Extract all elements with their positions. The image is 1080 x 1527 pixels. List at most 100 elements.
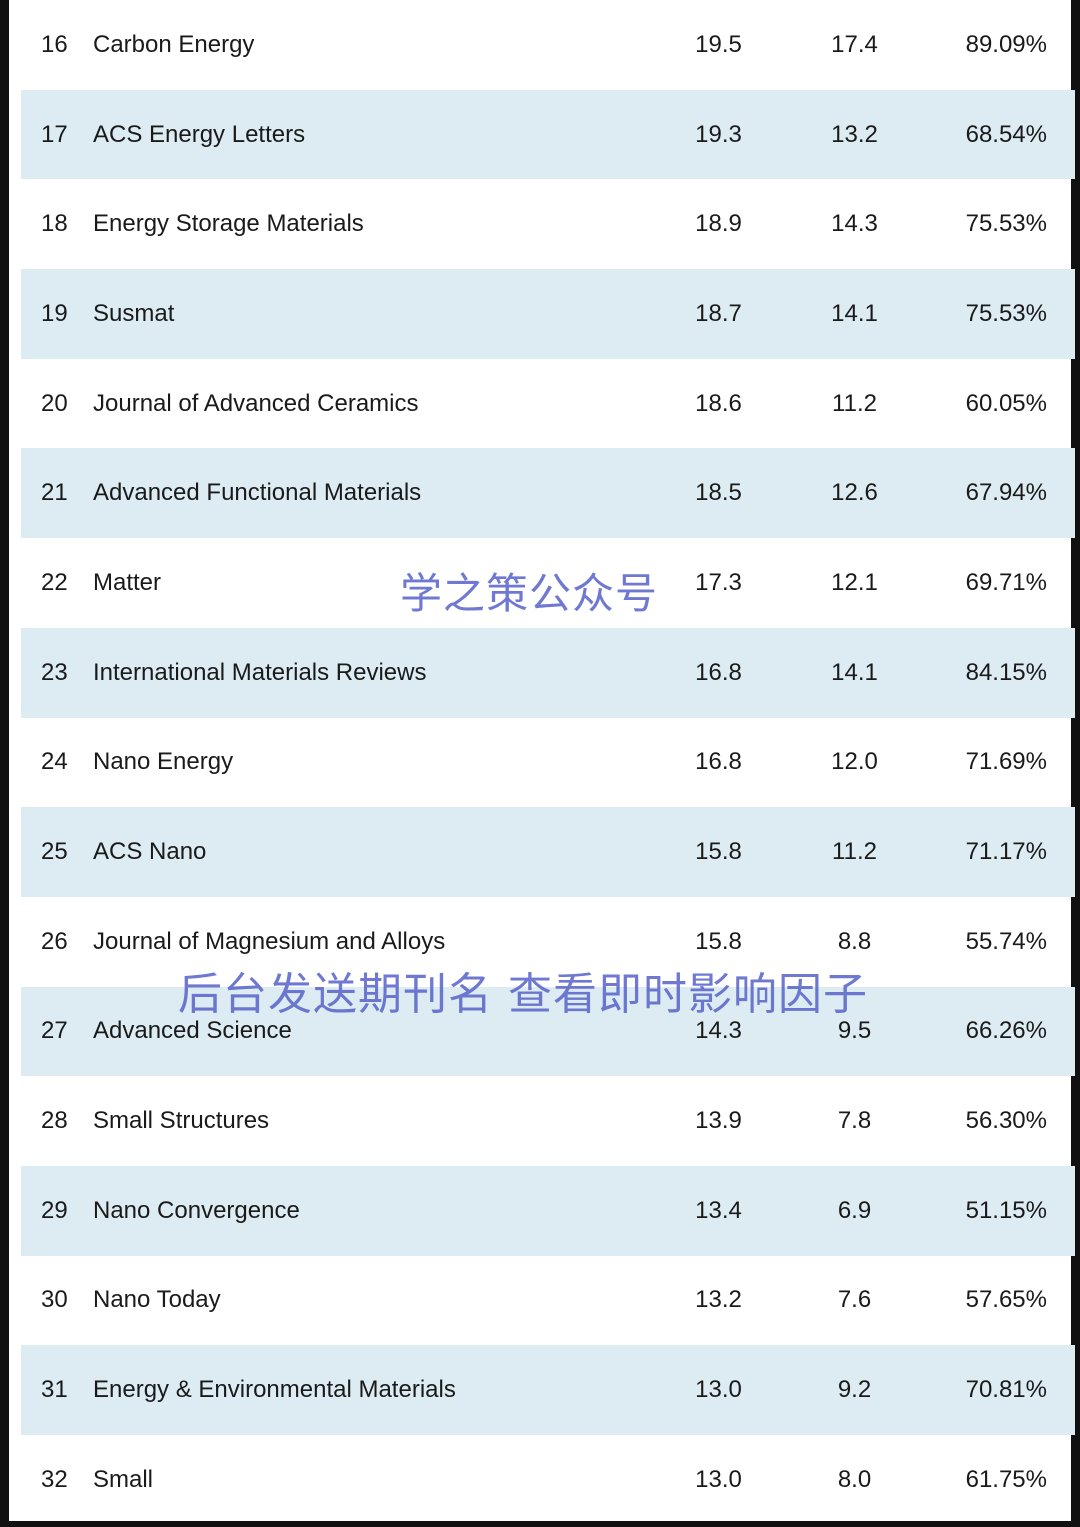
- table-row: 19 Susmat 18.7 14.1 75.53%: [21, 269, 1075, 359]
- journal-name-cell: ACS Nano: [93, 838, 207, 866]
- table-row: 17 ACS Energy Letters 19.3 13.2 68.54%: [21, 89, 1075, 180]
- percentage-cell: 60.05%: [965, 389, 1047, 417]
- rank-cell: 29: [41, 1196, 68, 1224]
- table-row: 30 Nano Today 13.2 7.6 57.65%: [21, 1256, 1075, 1346]
- rank-cell: 21: [41, 479, 68, 507]
- table-row: 29 Nano Convergence 13.4 6.9 51.15%: [21, 1165, 1075, 1256]
- value-cell-2: 13.2: [831, 120, 878, 148]
- value-cell-1: 13.4: [695, 1196, 742, 1224]
- percentage-cell: 55.74%: [965, 927, 1047, 955]
- percentage-cell: 61.75%: [965, 1465, 1047, 1493]
- rank-cell: 30: [41, 1286, 68, 1314]
- table-row: 26 Journal of Magnesium and Alloys 15.8 8.8…: [21, 897, 1075, 987]
- value-cell-2: 9.5: [837, 1017, 872, 1045]
- journal-name-cell: International Materials Reviews: [93, 658, 427, 686]
- value-cell-1: 14.3: [695, 1017, 742, 1045]
- table-row: 22 Matter 17.3 12.1 69.71%: [21, 538, 1075, 628]
- journal-name-cell: Energy & Environmental Materials: [93, 1376, 456, 1404]
- value-cell-2: 7.6: [837, 1286, 872, 1314]
- table-row: 18 Energy Storage Materials 18.9 14.3 75.53%: [21, 179, 1075, 269]
- rank-cell: 23: [41, 658, 68, 686]
- value-cell-2: 14.3: [831, 210, 878, 238]
- value-cell-1: 18.5: [695, 479, 742, 507]
- journal-name-cell: Carbon Energy: [93, 30, 255, 58]
- table-row: 20 Journal of Advanced Ceramics 18.6 11.2 60…: [21, 359, 1075, 449]
- journal-name-cell: Energy Storage Materials: [93, 210, 364, 238]
- value-cell-1: 15.8: [695, 927, 742, 955]
- value-cell-1: 13.9: [695, 1107, 742, 1135]
- journal-name-cell: Journal of Advanced Ceramics: [93, 389, 419, 417]
- percentage-cell: 89.09%: [965, 30, 1047, 58]
- journal-name-cell: Nano Convergence: [93, 1196, 300, 1224]
- percentage-cell: 56.30%: [965, 1107, 1047, 1135]
- rank-cell: 26: [41, 927, 68, 955]
- watermark-account: 学之策公众号: [400, 569, 659, 618]
- journal-name-cell: Small Structures: [93, 1107, 270, 1135]
- journal-name-cell: Nano Today: [93, 1286, 221, 1314]
- watermark-instruction: 后台发送期刊名 查看即时影响因子: [178, 969, 868, 1020]
- value-cell-2: 6.9: [837, 1196, 872, 1224]
- table-row: 24 Nano Energy 16.8 12.0 71.69%: [21, 718, 1075, 808]
- percentage-cell: 67.94%: [965, 479, 1047, 507]
- value-cell-2: 14.1: [831, 658, 878, 686]
- percentage-cell: 57.65%: [965, 1286, 1047, 1314]
- value-cell-1: 16.8: [695, 658, 742, 686]
- rank-cell: 24: [41, 748, 68, 776]
- value-cell-1: 19.3: [695, 120, 742, 148]
- percentage-cell: 69.71%: [965, 568, 1047, 596]
- table-row: 27 Advanced Science 14.3 9.5 66.26%: [21, 986, 1075, 1077]
- value-cell-1: 18.6: [695, 389, 742, 417]
- rank-cell: 32: [41, 1465, 68, 1493]
- value-cell-1: 19.5: [695, 30, 742, 58]
- journal-name-cell: Nano Energy: [93, 748, 234, 776]
- value-cell-2: 12.6: [831, 479, 878, 507]
- value-cell-2: 12.0: [831, 748, 878, 776]
- table-row: 21 Advanced Functional Materials 18.5 12.6 6…: [21, 448, 1075, 539]
- rank-cell: 25: [41, 838, 68, 866]
- value-cell-1: 13.2: [695, 1286, 742, 1314]
- value-cell-2: 11.2: [832, 838, 877, 866]
- journal-name-cell: ACS Energy Letters: [93, 120, 306, 148]
- value-cell-1: 18.9: [695, 210, 742, 238]
- value-cell-2: 11.2: [832, 389, 877, 417]
- value-cell-2: 14.1: [831, 299, 878, 327]
- table-row: 31 Energy & Environmental Materials 13.0 9.…: [21, 1345, 1075, 1435]
- journal-name-cell: Matter: [93, 568, 162, 596]
- journal-name-cell: Small: [93, 1465, 154, 1493]
- table-row: 16 Carbon Energy 19.5 17.4 89.09%: [21, 0, 1075, 90]
- journal-name-cell: Advanced Functional Materials: [93, 479, 422, 507]
- value-cell-2: 8.0: [837, 1465, 872, 1493]
- rank-cell: 28: [41, 1107, 68, 1135]
- rank-cell: 20: [41, 389, 68, 417]
- percentage-cell: 68.54%: [965, 120, 1047, 148]
- value-cell-1: 18.7: [695, 299, 742, 327]
- table-row: 23 International Materials Reviews 16.8 14.…: [21, 627, 1075, 718]
- value-cell-1: 13.0: [695, 1465, 742, 1493]
- table-row: 25 ACS Nano 15.8 11.2 71.17%: [21, 807, 1075, 897]
- table-row: 32 Small 13.0 8.0 61.75%: [21, 1435, 1075, 1525]
- value-cell-1: 15.8: [695, 838, 742, 866]
- percentage-cell: 71.69%: [965, 748, 1047, 776]
- rank-cell: 27: [41, 1017, 68, 1045]
- value-cell-1: 13.0: [695, 1376, 742, 1404]
- journal-ranking-table: 16 Carbon Energy 19.5 17.4 89.09% 17 ACS Energ…: [21, 0, 1075, 1525]
- value-cell-1: 16.8: [695, 748, 742, 776]
- percentage-cell: 70.81%: [965, 1376, 1047, 1404]
- percentage-cell: 66.26%: [965, 1017, 1047, 1045]
- rank-cell: 18: [41, 210, 68, 238]
- percentage-cell: 71.17%: [965, 838, 1047, 866]
- value-cell-2: 7.8: [837, 1107, 872, 1135]
- rank-cell: 17: [41, 120, 68, 148]
- rank-cell: 16: [41, 30, 68, 58]
- percentage-cell: 84.15%: [965, 658, 1047, 686]
- journal-name-cell: Journal of Magnesium and Alloys: [93, 927, 446, 955]
- rank-cell: 22: [41, 568, 68, 596]
- value-cell-2: 17.4: [831, 30, 878, 58]
- journal-name-cell: Advanced Science: [93, 1017, 292, 1045]
- percentage-cell: 75.53%: [965, 299, 1047, 327]
- table-row: 28 Small Structures 13.9 7.8 56.30%: [21, 1076, 1075, 1166]
- percentage-cell: 75.53%: [965, 210, 1047, 238]
- journal-name-cell: Susmat: [93, 299, 175, 327]
- value-cell-2: 12.1: [831, 568, 878, 596]
